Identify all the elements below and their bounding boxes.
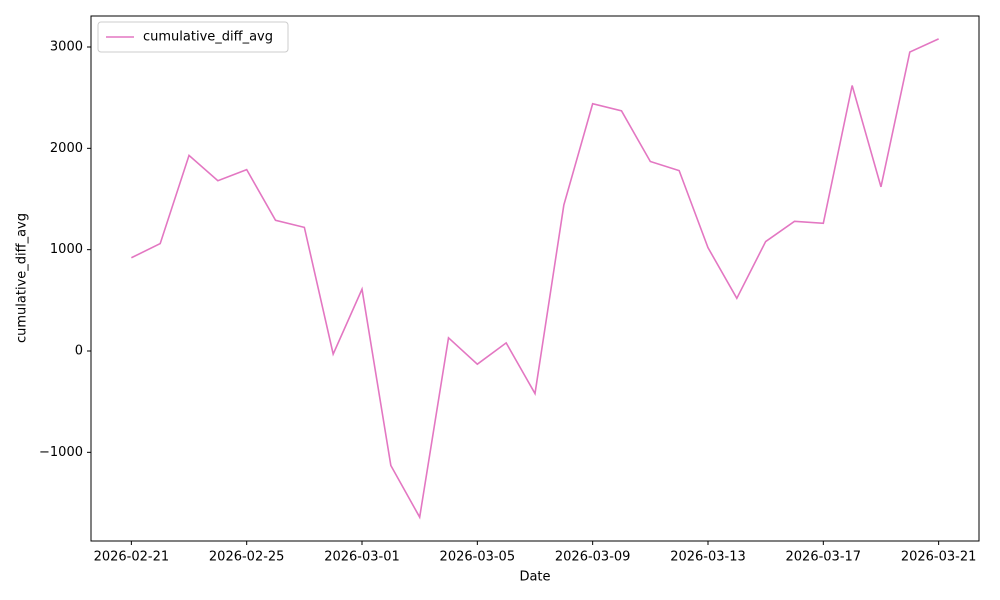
x-tick-label: 2026-03-05: [440, 550, 516, 565]
y-tick-label: 2000: [50, 141, 83, 156]
x-tick-label: 2026-03-21: [901, 550, 977, 565]
y-axis-label: cumulative_diff_avg: [15, 213, 30, 343]
x-tick-label: 2026-03-09: [555, 550, 631, 565]
plot-frame: [90, 15, 980, 542]
x-tick-label: 2026-02-21: [94, 550, 170, 565]
x-tick-label: 2026-03-01: [324, 550, 400, 565]
data-line: [131, 38, 939, 520]
x-tick-label: 2026-02-25: [209, 550, 285, 565]
y-tick-label: 3000: [50, 40, 83, 55]
x-tick-label: 2026-03-17: [786, 550, 862, 565]
y-tick-label: −1000: [39, 445, 83, 460]
legend-box: [97, 21, 289, 53]
legend-label: cumulative_diff_avg: [143, 30, 273, 45]
x-tick-label: 2026-03-13: [670, 550, 746, 565]
y-tick-label: 1000: [50, 242, 83, 257]
x-axis-label: Date: [519, 570, 550, 585]
y-tick-label: 0: [75, 344, 83, 359]
